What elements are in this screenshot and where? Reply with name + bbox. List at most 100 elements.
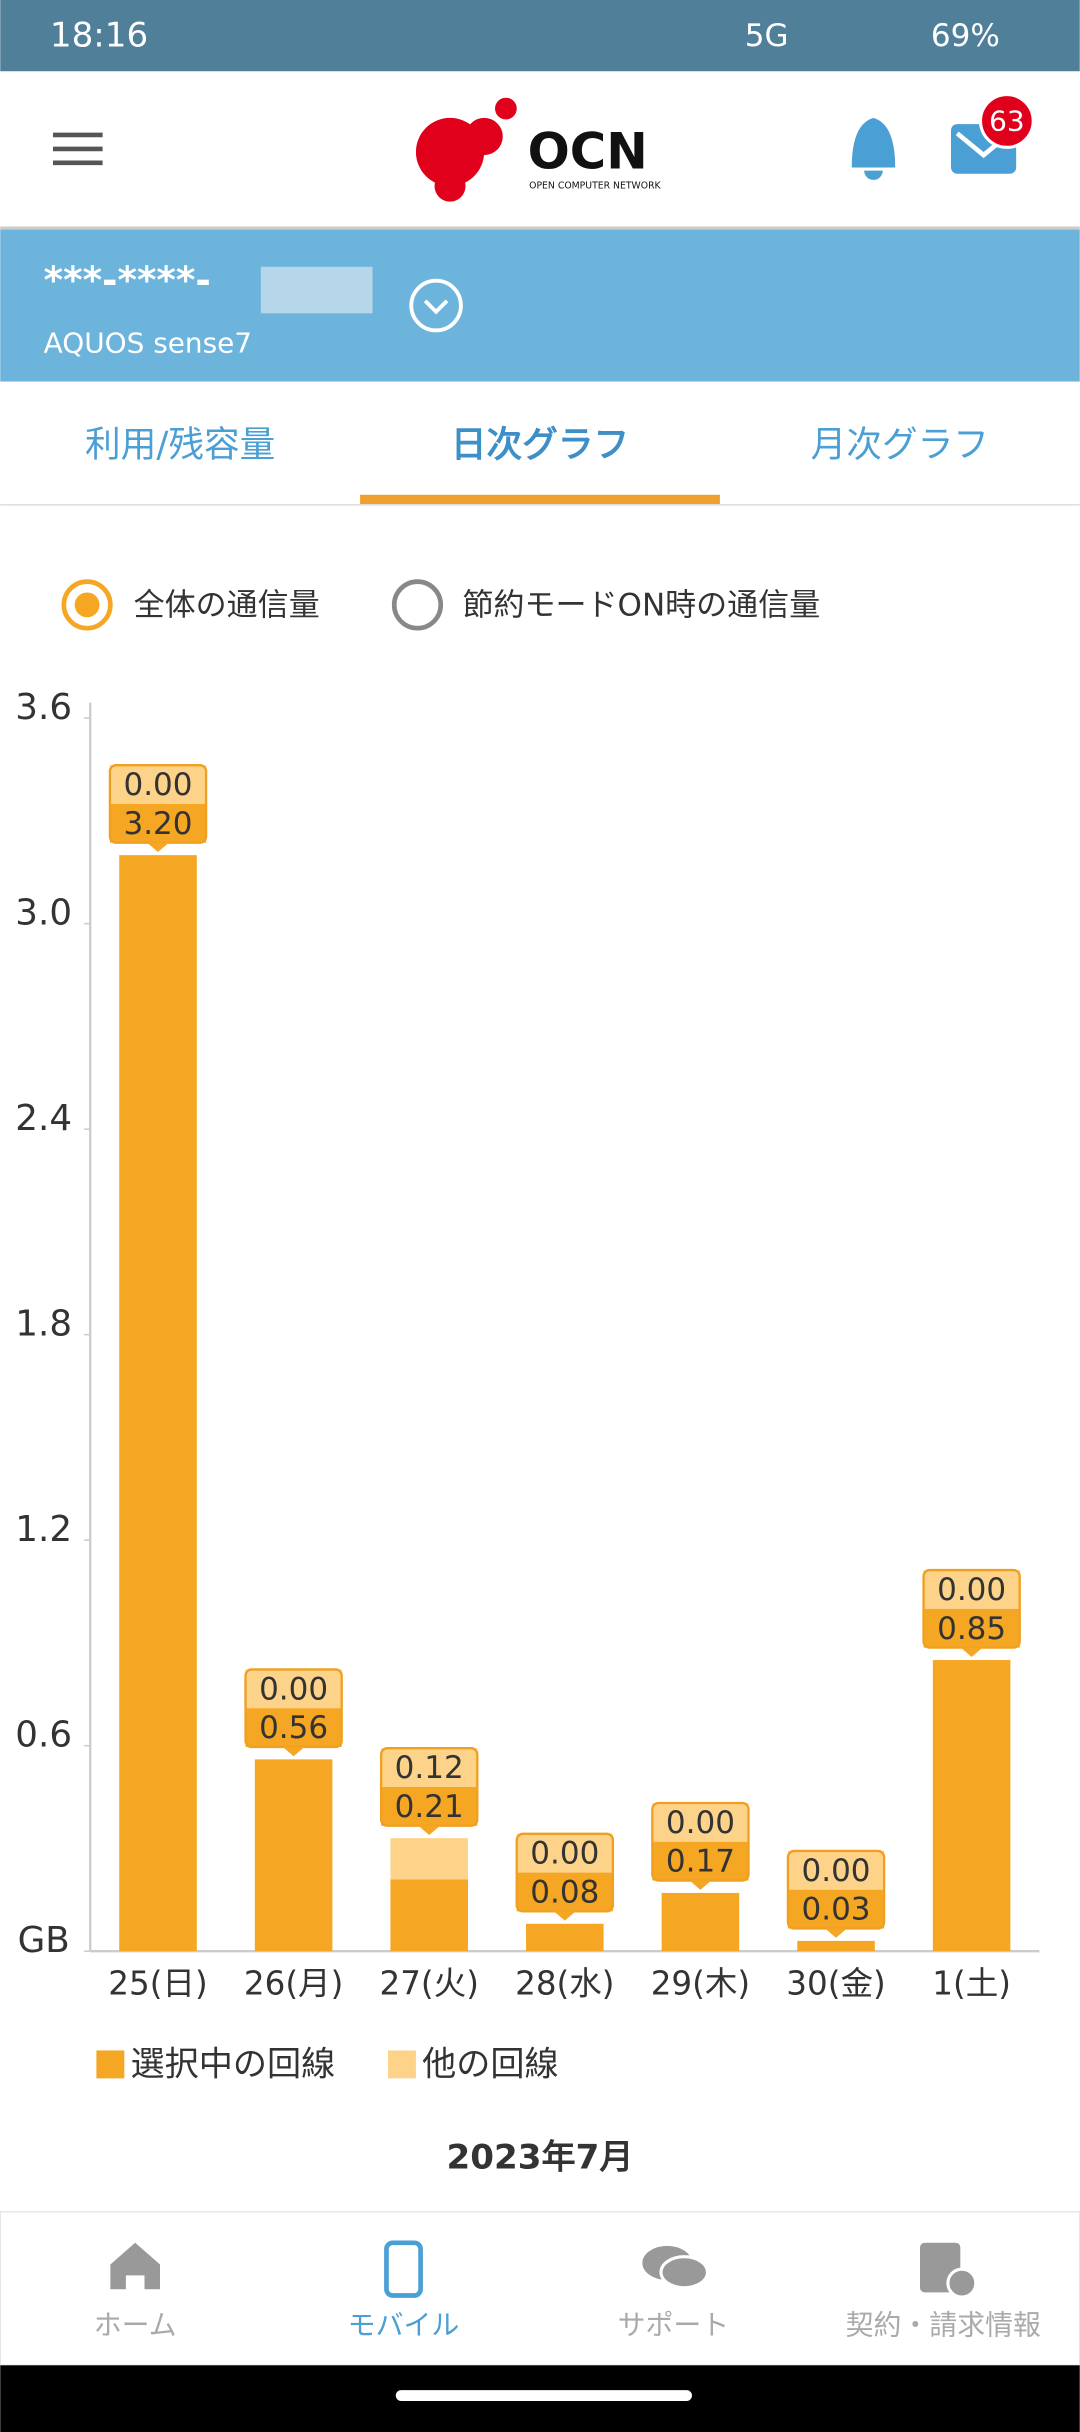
badge-count: 63 bbox=[989, 105, 1025, 138]
label-pointer bbox=[689, 1880, 712, 1890]
option-label[interactable]: 節約モードON時の通信量 bbox=[462, 587, 820, 623]
data-label: 0.85 bbox=[937, 1611, 1006, 1647]
label-box-bottom bbox=[109, 803, 207, 843]
bell-button[interactable] bbox=[851, 117, 896, 180]
home-indicator[interactable] bbox=[395, 2390, 692, 2401]
bar-segment bbox=[797, 1940, 875, 1952]
data-label: 0.00 bbox=[666, 1805, 735, 1841]
y-tick-label: 1.2 bbox=[15, 1509, 72, 1550]
label-box-top bbox=[652, 1802, 749, 1842]
bar-segment bbox=[932, 1660, 1011, 1952]
data-label: 0.08 bbox=[530, 1875, 599, 1911]
nav-label[interactable]: サポート bbox=[618, 2309, 730, 2342]
account-switch[interactable] bbox=[409, 278, 463, 333]
legend-label: 他の回線 bbox=[422, 2044, 558, 2084]
bar-segment bbox=[526, 1923, 604, 1952]
label-pointer bbox=[553, 1911, 576, 1921]
nav-label[interactable]: ホーム bbox=[94, 2309, 177, 2342]
label-box-bottom bbox=[516, 1872, 613, 1912]
data-label: 0.21 bbox=[395, 1789, 464, 1825]
x-tick-label: 27(火) bbox=[380, 1964, 479, 2002]
data-label: 0.56 bbox=[259, 1710, 328, 1746]
tab-indicator bbox=[360, 494, 720, 505]
x-axis-title: 2023年7月 bbox=[447, 2138, 634, 2178]
y-tick-label: 3.0 bbox=[15, 892, 72, 933]
account-number: ***-****- bbox=[44, 258, 211, 302]
badge bbox=[978, 93, 1035, 149]
nav-icon bbox=[110, 2242, 160, 2290]
logo-mark bbox=[415, 97, 517, 202]
masked-digits bbox=[260, 266, 373, 314]
nav-label[interactable]: 契約・請求情報 bbox=[846, 2309, 1041, 2342]
label-box-top bbox=[923, 1570, 1020, 1609]
nav-label-active[interactable]: モバイル bbox=[348, 2309, 460, 2342]
nav-icon bbox=[384, 2240, 423, 2298]
legend-swatch bbox=[96, 2050, 125, 2079]
data-label: 0.00 bbox=[937, 1572, 1006, 1608]
label-pointer bbox=[282, 1746, 305, 1757]
label-box-top bbox=[381, 1748, 478, 1787]
data-label: 0.12 bbox=[395, 1750, 464, 1786]
bottom-nav bbox=[0, 2210, 1080, 2367]
status-time: 18:16 bbox=[50, 16, 148, 56]
logo-text: OCN bbox=[528, 123, 648, 181]
label-box-bottom bbox=[787, 1889, 885, 1929]
bar-segment bbox=[119, 855, 197, 1952]
label-pointer bbox=[825, 1928, 847, 1938]
label-pointer bbox=[960, 1647, 983, 1657]
menu-button[interactable] bbox=[52, 132, 103, 166]
y-tick-label: 2.4 bbox=[15, 1098, 72, 1139]
label-box-bottom bbox=[381, 1786, 478, 1826]
logo-sub: OPEN COMPUTER NETWORK bbox=[529, 181, 661, 192]
data-label: 0.17 bbox=[666, 1844, 735, 1880]
data-label: 0.00 bbox=[259, 1671, 328, 1707]
label-box-bottom bbox=[652, 1841, 749, 1881]
data-label: 0.00 bbox=[123, 767, 192, 803]
bar-segment bbox=[661, 1892, 740, 1952]
radio-selected[interactable] bbox=[61, 579, 113, 631]
nav-icon bbox=[659, 2255, 710, 2290]
y-tick-label: 1.8 bbox=[15, 1303, 72, 1344]
option-label[interactable]: 全体の通信量 bbox=[134, 587, 320, 623]
data-label: 0.00 bbox=[530, 1836, 599, 1872]
bar-segment bbox=[390, 1879, 468, 1952]
divider bbox=[0, 226, 1080, 230]
y-tick-label: GB bbox=[18, 1920, 70, 1961]
label-box-top bbox=[516, 1833, 613, 1873]
bar-segment bbox=[390, 1838, 468, 1880]
status-network: 5G bbox=[745, 18, 789, 54]
label-pointer bbox=[147, 842, 169, 853]
divider bbox=[0, 504, 1080, 506]
x-tick-label: 25(日) bbox=[108, 1964, 207, 2002]
label-box-bottom bbox=[245, 1708, 342, 1747]
label-box-top bbox=[245, 1669, 342, 1709]
status-bar bbox=[0, 0, 1080, 72]
y-tick-label: 3.6 bbox=[15, 687, 72, 728]
data-label: 0.00 bbox=[801, 1853, 870, 1889]
data-label: 0.03 bbox=[801, 1892, 870, 1928]
radio-dot bbox=[74, 592, 100, 618]
chart: GB0.61.21.82.43.03.625(日)0.003.2026(月)0.… bbox=[15, 687, 1040, 2084]
x-tick-label: 29(木) bbox=[651, 1964, 750, 2002]
account-band bbox=[0, 229, 1080, 382]
bar-segment bbox=[254, 1759, 333, 1952]
tab-active[interactable]: 日次グラフ bbox=[451, 425, 629, 466]
status-battery: 69% bbox=[931, 18, 1000, 54]
tab[interactable]: 利用/残容量 bbox=[85, 425, 275, 466]
x-tick-label: 30(金) bbox=[786, 1964, 885, 2002]
legend-label: 選択中の回線 bbox=[131, 2044, 336, 2084]
chevron bbox=[423, 299, 449, 315]
x-tick-label: 28(水) bbox=[515, 1964, 614, 2002]
x-tick-label: 26(月) bbox=[244, 1964, 343, 2002]
x-tick-label: 1(土) bbox=[932, 1964, 1011, 2002]
radio[interactable] bbox=[391, 579, 444, 631]
label-box-bottom bbox=[923, 1608, 1020, 1648]
data-label: 3.20 bbox=[123, 806, 192, 842]
label-box-top bbox=[787, 1850, 885, 1890]
label-pointer bbox=[418, 1825, 441, 1836]
device-name: AQUOS sense7 bbox=[44, 326, 252, 359]
tab[interactable]: 月次グラフ bbox=[811, 425, 989, 466]
legend-swatch bbox=[388, 2050, 416, 2079]
label-box-top bbox=[109, 765, 207, 804]
